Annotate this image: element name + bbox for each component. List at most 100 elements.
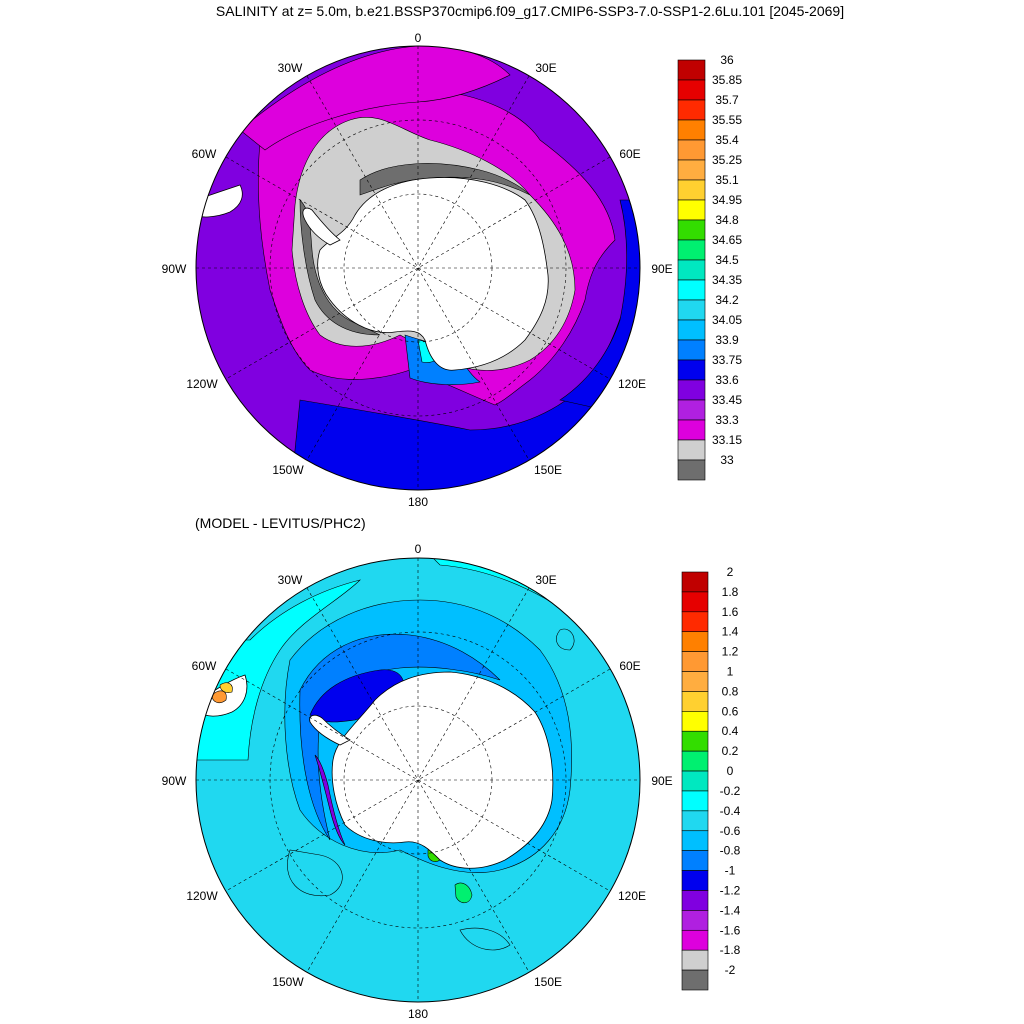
region-bright-cyan-west xyxy=(196,579,361,761)
graticule-top xyxy=(196,46,640,490)
lon-label-30e-b: 30E xyxy=(535,573,556,587)
lon-label-90e-b: 90E xyxy=(651,774,672,788)
cb-bottom-swatch-8 xyxy=(681,730,709,752)
lon-label-30e: 30E xyxy=(535,61,556,75)
antarctica-bottom xyxy=(331,671,554,869)
cb-top-label-17: 33.45 xyxy=(712,393,742,407)
lon-label-60e: 60E xyxy=(619,147,640,161)
antarctica-top xyxy=(317,177,549,371)
cb-bottom-swatch-14 xyxy=(681,850,709,871)
cb-top-swatch-19 xyxy=(677,439,706,461)
cb-bottom-swatch-0 xyxy=(681,571,709,593)
cb-bottom-swatch-18 xyxy=(681,929,709,951)
cb-bottom-label-5: 1 xyxy=(727,665,734,679)
cb-top-label-8: 34.8 xyxy=(715,213,739,227)
cb-bottom-label-17: -1.4 xyxy=(720,903,741,917)
cb-top-swatch-6 xyxy=(677,179,706,201)
region-mid-blue xyxy=(299,633,501,841)
cb-top-label-9: 34.65 xyxy=(712,233,742,247)
south-america-top xyxy=(196,184,243,218)
cb-bottom-label-15: -1 xyxy=(725,864,736,878)
lon-label-30w-b: 30W xyxy=(278,573,303,587)
lon-label-150e: 150E xyxy=(534,463,562,477)
cb-bottom-label-10: 0 xyxy=(727,764,734,778)
cb-bottom-label-0: 2 xyxy=(727,565,734,579)
cb-bottom-swatch-3 xyxy=(681,631,709,652)
cb-top-swatch-10 xyxy=(677,259,706,281)
cb-bottom-label-6: 0.8 xyxy=(722,684,739,698)
lon-label-120e: 120E xyxy=(618,377,646,391)
cb-bottom-label-3: 1.4 xyxy=(722,625,739,639)
cb-top-swatch-14 xyxy=(677,339,706,361)
lon-label-60e-b: 60E xyxy=(619,659,640,673)
region-magenta-north xyxy=(239,46,511,151)
cb-top-label-1: 35.85 xyxy=(712,73,742,87)
lon-label-60w-b: 60W xyxy=(192,659,217,673)
cb-bottom-swatch-2 xyxy=(681,611,709,633)
lon-label-120w: 120W xyxy=(186,377,218,391)
cb-bottom-swatch-10 xyxy=(681,770,709,792)
contours-bottom xyxy=(287,628,575,951)
cb-top-label-2: 35.7 xyxy=(715,93,739,107)
cb-bottom-swatch-12 xyxy=(681,810,709,832)
colorbar-bottom: 2 1.8 1.6 1.4 1.2 1 0.8 0.6 0.4 0.2 0 -0.2 -0.4 -0.6 -… xyxy=(681,565,741,991)
map-border-bottom xyxy=(195,557,641,1003)
cb-bottom-swatch-11 xyxy=(681,790,709,812)
cb-top-swatch-4 xyxy=(677,139,706,161)
lon-labels-bottom: 0 30E 60E 90E 120E 150E 180 150W 120W 90… xyxy=(162,542,673,1021)
lon-label-180: 180 xyxy=(408,495,428,509)
cb-top-label-3: 35.55 xyxy=(712,113,742,127)
cb-top-swatch-1 xyxy=(677,79,706,101)
salinity-map xyxy=(195,45,641,491)
cb-top-label-0: 36 xyxy=(720,53,734,67)
cb-top-label-11: 34.35 xyxy=(712,273,742,287)
peninsula-top xyxy=(302,207,341,246)
cb-bottom-label-9: 0.2 xyxy=(722,744,739,758)
cb-bottom-label-20: -2 xyxy=(725,963,736,977)
lon-label-0: 0 xyxy=(415,31,422,45)
region-orange-spot xyxy=(211,690,227,704)
peninsula-bottom xyxy=(309,714,351,746)
cb-top-label-15: 33.75 xyxy=(712,353,742,367)
cb-bottom-label-16: -1.2 xyxy=(720,883,741,897)
cb-bottom-label-12: -0.4 xyxy=(720,804,741,818)
cb-bottom-label-7: 0.6 xyxy=(722,704,739,718)
graticule-bottom xyxy=(196,558,640,1002)
cb-top-label-20: 33 xyxy=(720,453,734,467)
cb-bottom-swatch-17 xyxy=(681,910,709,931)
lon-label-180-b: 180 xyxy=(408,1007,428,1021)
region-dark-grey xyxy=(299,199,381,336)
region-yellow-spot xyxy=(219,682,233,693)
cb-top-label-10: 34.5 xyxy=(715,253,739,267)
lon-label-150w-b: 150W xyxy=(272,975,304,989)
cb-bottom-swatch-15 xyxy=(681,870,709,891)
cb-top-label-7: 34.95 xyxy=(712,193,742,207)
cb-top-swatch-3 xyxy=(677,119,706,141)
top-title: SALINITY at z= 5.0m, b.e21.BSSP370cmip6.… xyxy=(216,3,844,19)
cb-top-label-5: 35.25 xyxy=(712,153,742,167)
cb-bottom-swatch-6 xyxy=(681,691,709,712)
lon-label-120e-b: 120E xyxy=(618,889,646,903)
lon-label-150e-b: 150E xyxy=(534,975,562,989)
cb-bottom-swatch-7 xyxy=(681,711,709,732)
cb-top-swatch-15 xyxy=(677,359,706,381)
difference-map xyxy=(195,557,641,1003)
cb-bottom-swatch-9 xyxy=(681,750,709,772)
lon-label-90w: 90W xyxy=(162,262,187,276)
cb-bottom-label-14: -0.8 xyxy=(720,844,741,858)
cb-bottom-label-4: 1.2 xyxy=(722,645,739,659)
cb-top-swatch-16 xyxy=(677,379,706,401)
lon-label-90e: 90E xyxy=(651,262,672,276)
cb-bottom-swatch-19 xyxy=(681,949,709,971)
colorbar-top: 36 35.85 35.7 35.55 35.4 35.25 35.1 34.95 34.8 34… xyxy=(677,53,742,481)
cb-top-label-18: 33.3 xyxy=(715,413,739,427)
cb-bottom-swatch-16 xyxy=(681,890,709,911)
lon-label-120w-b: 120W xyxy=(186,889,218,903)
lon-label-90w-b: 90W xyxy=(162,774,187,788)
cb-top-swatch-13 xyxy=(677,319,706,341)
cb-top-swatch-5 xyxy=(677,159,706,181)
lon-label-30w: 30W xyxy=(278,61,303,75)
map-border-top xyxy=(195,45,641,491)
cb-bottom-swatch-20 xyxy=(681,969,709,991)
